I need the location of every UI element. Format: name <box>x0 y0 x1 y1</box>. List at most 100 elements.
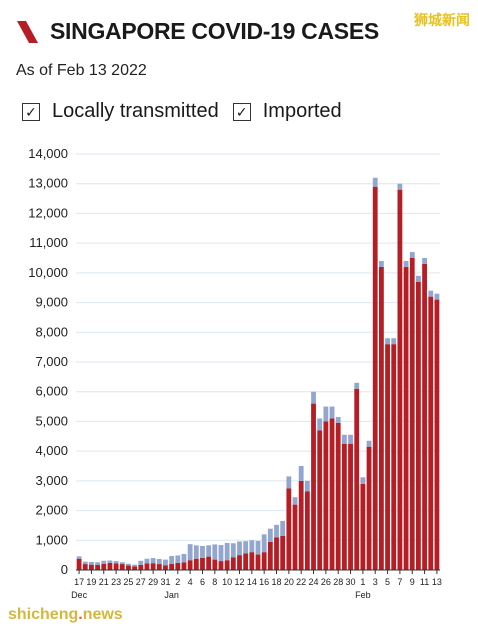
bar-imported <box>212 544 218 560</box>
x-tick-label: 18 <box>272 577 282 587</box>
bar-imported <box>422 258 427 264</box>
bar-imported <box>378 260 384 267</box>
bar-local <box>422 263 427 570</box>
bar-imported <box>304 480 310 492</box>
bar-local <box>89 564 94 570</box>
bar-imported <box>428 290 434 297</box>
bar-local <box>434 299 440 570</box>
x-tick-label: 31 <box>160 577 170 587</box>
bar-local <box>163 565 168 570</box>
bar-imported <box>95 562 100 565</box>
bar-imported <box>113 561 119 564</box>
x-tick-label: 13 <box>432 577 442 587</box>
x-tick-label: 24 <box>309 577 319 587</box>
bar-imported <box>175 555 181 563</box>
x-tick-label: 3 <box>373 577 378 587</box>
checkbox-imported-icon[interactable]: ✓ <box>232 102 251 121</box>
chart-header: SINGAPORE COVID-19 CASES <box>14 18 379 45</box>
bar-local <box>144 563 150 570</box>
y-tick-label: 13,000 <box>28 176 68 191</box>
bar-imported <box>156 559 162 565</box>
bar-chart: 0 1,000 2,000 3,000 4,000 5,000 6,000 7,000 8,00… <box>28 146 442 600</box>
bar-imported <box>76 556 82 559</box>
y-tick-label: 3,000 <box>35 473 68 488</box>
x-tick-label: 2 <box>175 577 180 587</box>
bar-local <box>119 564 125 570</box>
x-tick-label: 27 <box>136 577 146 587</box>
x-tick-label: 22 <box>296 577 306 587</box>
bar-imported <box>348 434 353 444</box>
bar-imported <box>391 338 397 345</box>
y-tick-label: 1,000 <box>35 532 68 547</box>
x-tick-label: 30 <box>346 577 356 587</box>
bar-local <box>403 266 409 570</box>
bar-local <box>267 541 273 570</box>
chart-subtitle: As of Feb 13 2022 <box>16 62 147 79</box>
bar-local <box>317 430 323 570</box>
x-tick-label: 26 <box>321 577 331 587</box>
bar-local <box>298 480 304 570</box>
bar-imported <box>403 260 409 267</box>
bar-imported <box>89 561 94 565</box>
bar-local <box>76 558 82 570</box>
bar-local <box>193 558 199 570</box>
bar-imported <box>280 520 286 536</box>
x-month-label: Dec <box>71 590 88 600</box>
bar-local <box>181 562 187 570</box>
x-tick-label: 9 <box>410 577 415 587</box>
bar-local <box>243 553 249 570</box>
bar-local <box>126 565 131 570</box>
bar-imported <box>409 252 415 258</box>
y-tick-label: 2,000 <box>35 503 68 518</box>
bar-imported <box>150 558 156 564</box>
bar-local <box>360 483 366 570</box>
y-tick-label: 11,000 <box>29 235 68 250</box>
bar-local <box>292 504 298 570</box>
legend-item-imported[interactable]: ✓ Imported <box>232 100 342 123</box>
bar-imported <box>341 434 347 444</box>
bar-local <box>132 566 138 570</box>
bar-imported <box>237 541 242 556</box>
bar-imported <box>107 560 113 563</box>
bar-imported <box>193 545 199 559</box>
x-tick-label: 12 <box>234 577 244 587</box>
bar-imported <box>286 476 292 489</box>
bar-local <box>416 281 421 570</box>
bar-imported <box>138 560 144 565</box>
legend-item-local[interactable]: ✓ Locally transmitted <box>22 100 219 123</box>
bar-imported <box>372 177 378 187</box>
bar-local <box>261 552 267 570</box>
bar-local <box>249 552 255 570</box>
brand-logo-icon <box>17 20 38 43</box>
x-tick-label: 8 <box>212 577 217 587</box>
x-tick-label: 16 <box>259 577 269 587</box>
bar-local <box>255 554 261 570</box>
x-tick-label: 17 <box>74 577 84 587</box>
x-tick-label: 29 <box>148 577 158 587</box>
bar-imported <box>329 406 335 419</box>
y-tick-label: 10,000 <box>28 265 68 280</box>
bar-local <box>224 560 230 570</box>
bar-local <box>212 559 218 570</box>
legend-label-local: Locally transmitted <box>52 100 219 122</box>
x-tick-label: 5 <box>385 577 390 587</box>
bar-imported <box>119 562 125 565</box>
bar-local <box>378 266 384 570</box>
bar-imported <box>144 558 150 564</box>
watermark-bottom: shicheng.news <box>8 606 123 624</box>
checkbox-local-icon[interactable]: ✓ <box>22 102 40 121</box>
legend: ✓ Locally transmitted ✓ Imported <box>22 100 356 123</box>
x-tick-label: 6 <box>200 577 205 587</box>
x-tick-label: 23 <box>111 577 121 587</box>
bar-imported <box>360 477 366 484</box>
bar-imported <box>255 540 261 555</box>
bar-imported <box>317 418 323 431</box>
bar-imported <box>354 382 360 389</box>
bar-local <box>218 561 224 570</box>
y-tick-label: 9,000 <box>35 295 68 310</box>
y-tick-label: 4,000 <box>35 443 68 458</box>
bar-imported <box>366 440 372 447</box>
bar-imported <box>323 406 329 422</box>
watermark-bottom-right: news <box>82 606 123 623</box>
bar-local <box>366 446 372 570</box>
